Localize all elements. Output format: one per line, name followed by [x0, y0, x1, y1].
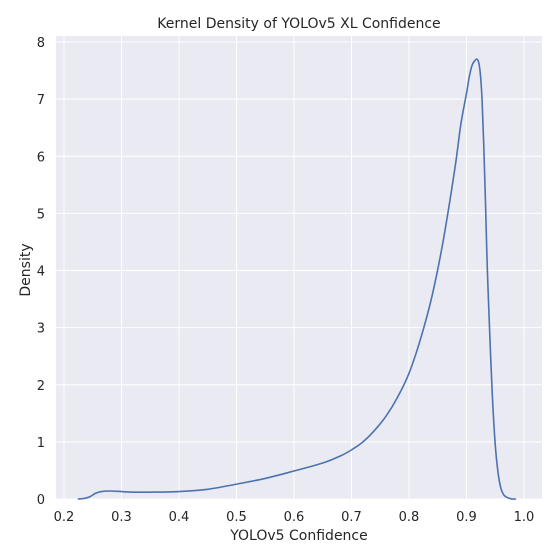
series-layer: [77, 58, 517, 500]
x-tick-label: 0.5: [226, 510, 247, 525]
y-tick-label: 7: [37, 93, 45, 108]
y-tick-labels: 0 1 2 3 4 5 6 7 8: [37, 36, 45, 508]
x-tick-label: 0.3: [111, 510, 132, 525]
x-tick-label: 0.2: [54, 510, 75, 525]
kde-density-line: [77, 58, 517, 500]
x-tick-label: 0.4: [169, 510, 190, 525]
x-tick-label: 0.9: [456, 510, 477, 525]
x-tick-label: 0.6: [284, 510, 305, 525]
x-tick-labels: 0.2 0.3 0.4 0.5 0.6 0.7 0.8 0.9 1.0: [54, 510, 535, 525]
plot-area: [56, 36, 542, 499]
y-tick-label: 5: [37, 207, 45, 222]
y-tick-label: 0: [37, 493, 45, 508]
y-tick-label: 6: [37, 150, 45, 165]
y-axis-label: Density: [18, 243, 34, 296]
x-tick-label: 0.8: [399, 510, 420, 525]
y-gridlines: [56, 41, 542, 500]
y-tick-label: 8: [37, 36, 45, 51]
x-tick-label: 0.7: [341, 510, 362, 525]
x-axis-label: YOLOv5 Confidence: [229, 528, 367, 544]
x-tick-label: 1.0: [514, 510, 535, 525]
chart-title: Kernel Density of YOLOv5 XL Confidence: [157, 16, 440, 32]
y-tick-label: 4: [37, 265, 45, 280]
y-tick-label: 1: [37, 436, 45, 451]
y-tick-label: 2: [37, 379, 45, 394]
y-tick-label: 3: [37, 322, 45, 337]
x-gridlines: [63, 36, 525, 499]
